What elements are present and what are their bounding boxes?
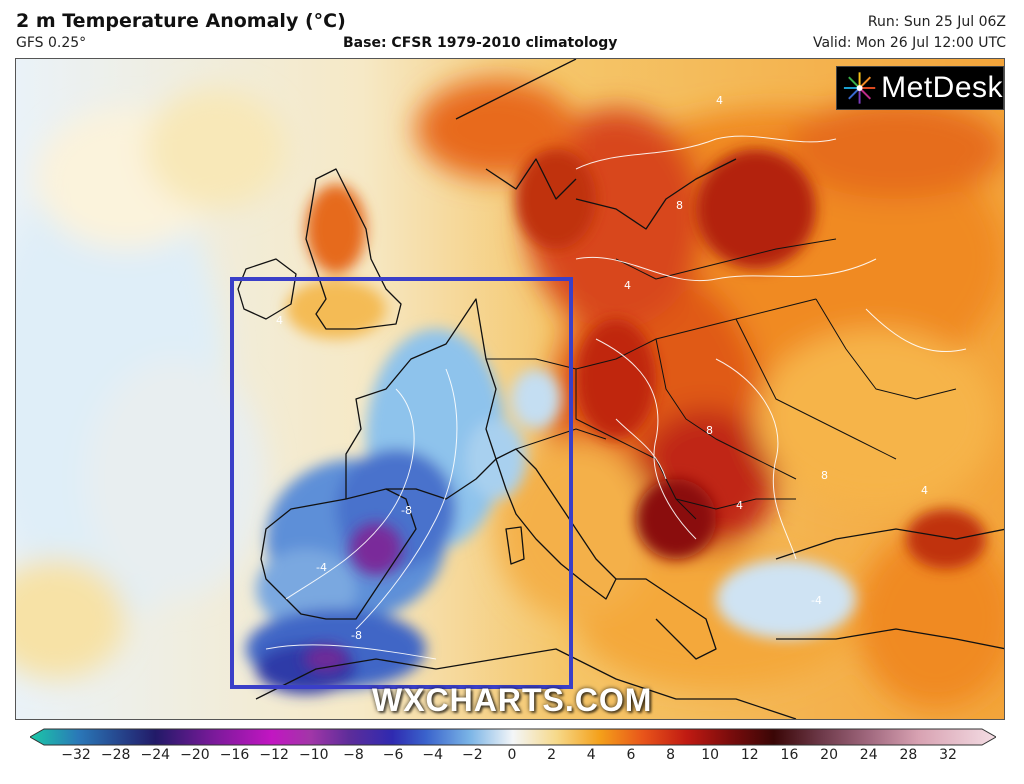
colorbar-tick-label: −6 bbox=[382, 747, 404, 763]
contour-label: 4 bbox=[921, 484, 928, 497]
colorbar-tick-labels: −32 −28 −24 −20 −16 −12 −10 −8 −6 −4 −2 0 2 4 6 8 10 12 16… bbox=[0, 747, 1024, 767]
valid-time-label: Valid: Mon 26 Jul 12:00 UTC bbox=[812, 35, 1006, 51]
colorbar-tick-label: −28 bbox=[100, 747, 131, 763]
colorbar bbox=[28, 728, 998, 746]
isotherm-contours bbox=[265, 135, 967, 660]
colorbar-tick-label: 10 bbox=[701, 747, 720, 763]
colorbar-tick-label: 16 bbox=[780, 747, 799, 763]
colorbar-tick-label: −16 bbox=[219, 747, 250, 763]
contour-label: 4 bbox=[624, 279, 631, 292]
run-time-label: Run: Sun 25 Jul 06Z bbox=[867, 14, 1006, 30]
coastlines bbox=[237, 59, 1004, 719]
colorbar-tick-label: −4 bbox=[422, 747, 444, 763]
contour-label: 4 bbox=[736, 499, 743, 512]
colorbar-tick-label: 6 bbox=[626, 747, 636, 763]
anomaly-fill-britain bbox=[286, 184, 386, 339]
colorbar-tick-label: −2 bbox=[462, 747, 483, 763]
colorbar-tick-label: 32 bbox=[939, 747, 957, 763]
contour-labels: 4 4 8 8 4 -8 -8 -4 4 8 4 -4 bbox=[276, 94, 928, 642]
colorbar-tick-label: 28 bbox=[899, 747, 918, 763]
climatology-base-label: Base: CFSR 1979-2010 climatology bbox=[343, 35, 618, 51]
contour-label: 8 bbox=[706, 424, 713, 437]
contour-label: 8 bbox=[821, 469, 828, 482]
contour-label: -8 bbox=[351, 629, 362, 642]
anomaly-map[interactable]: 4 4 8 8 4 -8 -8 -4 4 8 4 -4 bbox=[15, 58, 1005, 720]
colorbar-tick-label: −32 bbox=[61, 747, 91, 763]
contour-label: -8 bbox=[401, 504, 412, 517]
logo-text: MetDesk bbox=[881, 71, 1003, 104]
colorbar-tick-label: 24 bbox=[859, 747, 878, 763]
colorbar-gradient bbox=[28, 728, 998, 746]
contour-label: -4 bbox=[811, 594, 822, 607]
model-label: GFS 0.25° bbox=[16, 35, 87, 51]
contour-label: 8 bbox=[676, 199, 683, 212]
anomaly-fill-atlantic bbox=[16, 89, 286, 679]
colorbar-tick-label: 4 bbox=[586, 747, 596, 763]
contour-label: 4 bbox=[276, 314, 283, 327]
metdesk-logo: MetDesk bbox=[836, 66, 1004, 110]
highlight-region-box bbox=[230, 277, 573, 689]
colorbar-tick-label: 12 bbox=[740, 747, 759, 763]
colorbar-tick-label: 2 bbox=[547, 747, 557, 763]
colorbar-tick-label: −10 bbox=[299, 747, 329, 763]
wxcharts-watermark: WXCHARTS.COM bbox=[372, 682, 653, 718]
colorbar-tick-label: 20 bbox=[820, 747, 838, 763]
chart-title: 2 m Temperature Anomaly (°C) bbox=[16, 10, 346, 32]
colorbar-tick-label: −12 bbox=[259, 747, 289, 763]
colorbar-tick-label: 8 bbox=[666, 747, 675, 763]
colorbar-tick-label: −8 bbox=[343, 747, 364, 763]
colorbar-tick-label: 0 bbox=[507, 747, 517, 763]
contour-label: -4 bbox=[316, 561, 327, 574]
contour-label: 4 bbox=[716, 94, 723, 107]
colorbar-tick-label: −24 bbox=[140, 747, 171, 763]
metdesk-sunburst-icon bbox=[843, 72, 876, 104]
colorbar-tick-label: −20 bbox=[180, 747, 210, 763]
